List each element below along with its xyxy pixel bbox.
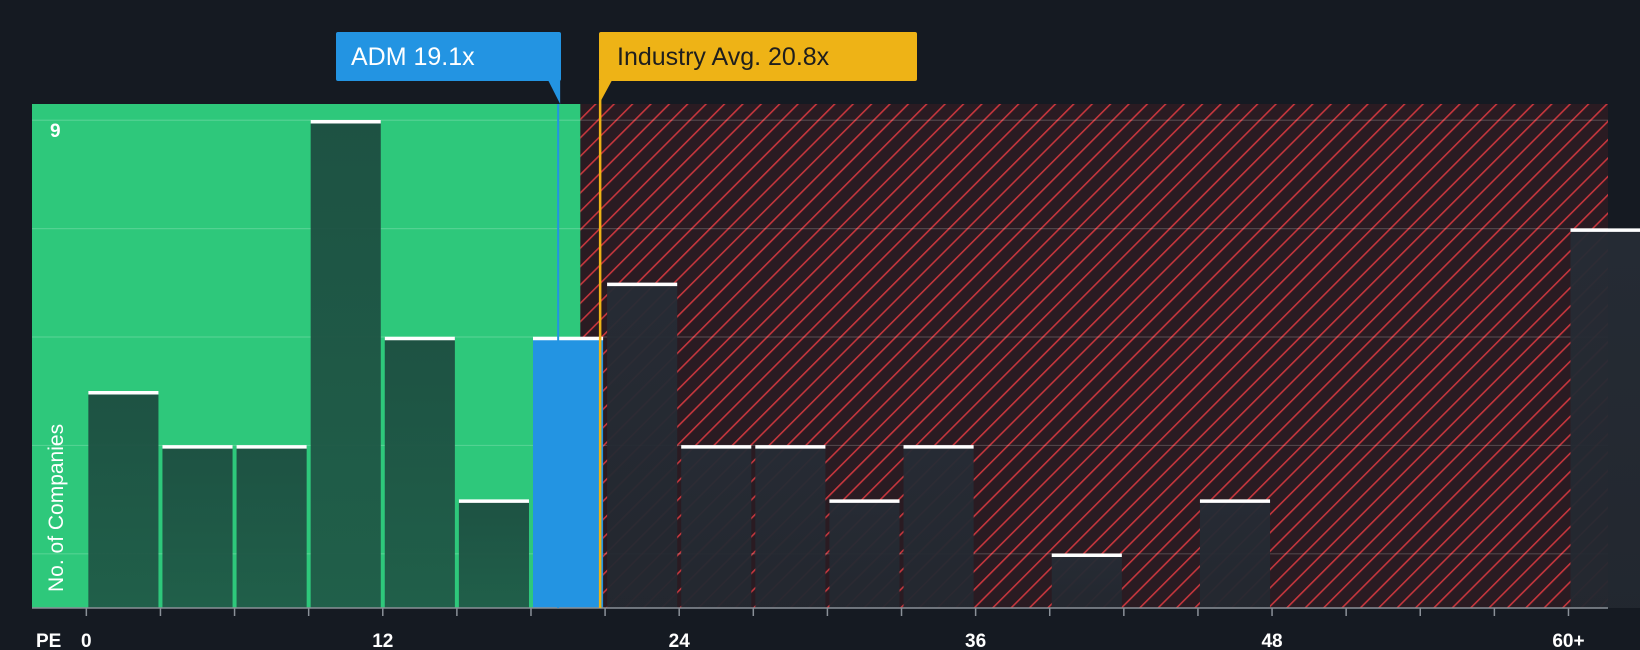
- industry-callout-pointer: [599, 80, 613, 104]
- plot-background-layer: [32, 104, 1609, 608]
- company-callout-label: ADM 19.1x: [351, 43, 475, 71]
- x-tick-label: 24: [669, 631, 691, 650]
- histogram-bar: [310, 120, 381, 609]
- histogram-bar: [755, 445, 826, 608]
- histogram-bar: [1051, 553, 1122, 608]
- axis-layer: [32, 607, 1608, 616]
- histogram-bar: [829, 499, 900, 608]
- x-tick-label: 48: [1261, 631, 1282, 650]
- y-axis-label: No. of Companies: [45, 424, 68, 592]
- overvalued-zone: [580, 104, 1609, 608]
- marker-layer: [548, 80, 613, 608]
- histogram-bar: [1570, 228, 1640, 609]
- x-tick-label: 12: [372, 631, 393, 650]
- company-callout: ADM 19.1x: [336, 32, 561, 81]
- industry-callout-box: [599, 32, 917, 81]
- industry-callout-label: Industry Avg. 20.8x: [617, 43, 830, 71]
- x-tick-label: 36: [965, 631, 986, 650]
- histogram-bar: [532, 337, 604, 608]
- bar-layer: [88, 120, 1640, 609]
- histogram-bar: [458, 499, 529, 608]
- histogram-bar: [236, 445, 307, 608]
- x-tick-label: 60+: [1552, 631, 1584, 650]
- x-tick-label: 0: [81, 631, 92, 650]
- histogram-bar: [88, 391, 159, 608]
- histogram-bar: [1199, 499, 1271, 608]
- histogram-bar: [384, 337, 455, 608]
- y-tick-label: 9: [50, 121, 61, 142]
- x-tick-labels: 0 12 24 36 48 60+: [81, 631, 1585, 650]
- histogram-bar: [607, 282, 678, 608]
- histogram-bar: [162, 445, 233, 608]
- industry-avg-callout: Industry Avg. 20.8x: [599, 32, 917, 81]
- histogram-bar: [903, 445, 974, 608]
- histogram-bar: [681, 445, 752, 608]
- company-callout-box: [336, 32, 561, 81]
- x-axis-label: PE: [36, 631, 61, 650]
- company-callout-pointer: [548, 80, 561, 104]
